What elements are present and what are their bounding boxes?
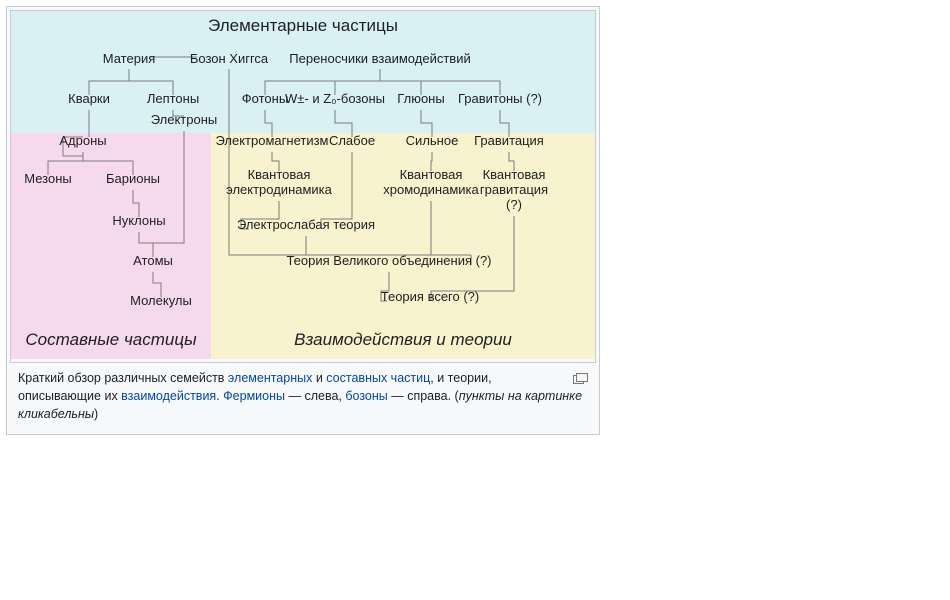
diagram-container: Материя Бозон Хиггса Переносчики взаимодей… (10, 10, 596, 363)
figure-caption: Краткий обзор различных семейств элемент… (10, 363, 596, 431)
node-qg2[interactable]: гравитация (480, 182, 548, 197)
node-baryons[interactable]: Барионы (106, 171, 160, 186)
node-atoms[interactable]: Атомы (133, 253, 173, 268)
caption-link[interactable]: бозоны (345, 389, 387, 403)
node-weak[interactable]: Слабое (329, 133, 375, 148)
caption-text: Краткий обзор различных семейств элемент… (18, 371, 582, 421)
node-gluons[interactable]: Глюоны (397, 91, 444, 106)
node-gut[interactable]: Теория Великого объединения (?) (286, 253, 491, 268)
caption-fragment: и (312, 371, 326, 385)
node-leptons[interactable]: Лептоны (147, 91, 199, 106)
node-gravitons[interactable]: Гравитоны (?) (458, 91, 542, 106)
section-bottom-left: Составные частицы (25, 330, 197, 349)
node-gravity[interactable]: Гравитация (474, 133, 544, 148)
caption-link[interactable]: составных частиц (326, 371, 430, 385)
node-electrons[interactable]: Электроны (151, 112, 218, 127)
node-mesons[interactable]: Мезоны (24, 171, 72, 186)
figure-thumb: Материя Бозон Хиггса Переносчики взаимодей… (6, 6, 600, 435)
node-toe[interactable]: Теория всего (?) (381, 289, 480, 304)
node-carriers[interactable]: Переносчики взаимодействий (289, 51, 470, 66)
node-photons[interactable]: Фотоны (242, 91, 288, 106)
node-hadrons[interactable]: Адроны (59, 133, 106, 148)
particles-diagram[interactable]: Материя Бозон Хиггса Переносчики взаимодей… (11, 11, 595, 359)
section-top: Элементарные частицы (208, 16, 398, 35)
caption-link[interactable]: взаимодействия (121, 389, 216, 403)
caption-link[interactable]: Фермионы (223, 389, 285, 403)
node-qg3[interactable]: (?) (506, 197, 522, 212)
node-em[interactable]: Электромагнетизм (216, 133, 329, 148)
node-higgs[interactable]: Бозон Хиггса (190, 51, 269, 66)
node-strong[interactable]: Сильное (406, 133, 459, 148)
node-qed2[interactable]: электродинамика (226, 182, 333, 197)
node-wz[interactable]: W±- и Z₀-бозоны (285, 91, 385, 106)
node-materia[interactable]: Материя (103, 51, 156, 66)
node-ew[interactable]: Электрослабая теория (237, 217, 375, 232)
node-qg1[interactable]: Квантовая (483, 167, 546, 182)
caption-fragment: — слева, (285, 389, 345, 403)
node-qcd1[interactable]: Квантовая (400, 167, 463, 182)
node-molecules[interactable]: Молекулы (130, 293, 192, 308)
region-bottom_left (11, 133, 211, 359)
section-bottom-right: Взаимодействия и теории (294, 330, 512, 349)
node-nucleons[interactable]: Нуклоны (112, 213, 165, 228)
node-qcd2[interactable]: хромодинамика (383, 182, 479, 197)
caption-fragment: Краткий обзор различных семейств (18, 371, 228, 385)
node-qed1[interactable]: Квантовая (248, 167, 311, 182)
node-quarks[interactable]: Кварки (68, 91, 110, 106)
enlarge-icon[interactable] (573, 371, 588, 382)
caption-link[interactable]: элементарных (228, 371, 312, 385)
caption-fragment: ) (94, 407, 98, 421)
caption-fragment: — справа. ( (388, 389, 459, 403)
